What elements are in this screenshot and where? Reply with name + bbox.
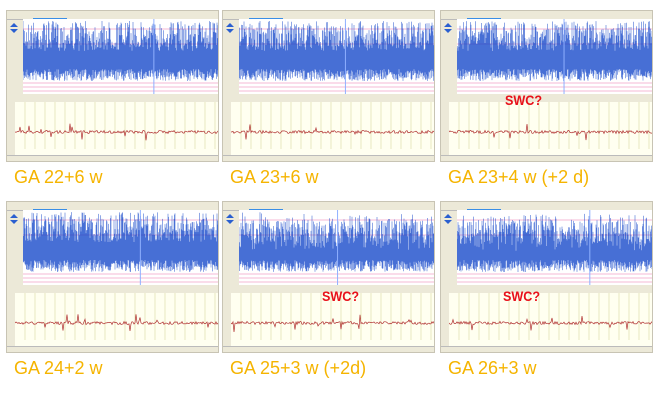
aeeg-plot [239, 19, 434, 94]
eeg-waveform [15, 123, 218, 141]
time-axis [7, 94, 218, 101]
aeeg-plot [23, 210, 218, 285]
eeg-waveform [231, 314, 434, 333]
scroll-down-icon[interactable] [226, 29, 234, 33]
scroll-down-icon[interactable] [10, 29, 18, 33]
eeg-screenshot-panel [222, 10, 435, 162]
aeeg-plot [457, 19, 652, 94]
gestational-age-label: GA 23+6 w [230, 167, 319, 187]
status-bar [7, 155, 218, 161]
gestational-age-label: GA 26+3 w [448, 358, 537, 378]
status-bar [223, 346, 434, 352]
scroll-down-icon[interactable] [444, 29, 452, 33]
aeeg-band [23, 212, 218, 272]
scroll-up-icon[interactable] [444, 214, 452, 218]
raw-eeg-trace [15, 293, 218, 348]
status-bar [7, 346, 218, 352]
aeeg-band [457, 213, 652, 272]
raw-eeg-trace [231, 293, 434, 348]
scroll-up-icon[interactable] [444, 23, 452, 27]
scroll-up-icon[interactable] [226, 214, 234, 218]
time-axis [7, 285, 218, 292]
eeg-waveform [449, 316, 652, 331]
eeg-screenshot-panel [6, 10, 219, 162]
swc-annotation: SWC? [505, 92, 543, 108]
eeg-waveform [15, 314, 218, 331]
aeeg-plot [23, 19, 218, 94]
aeeg-band [23, 21, 218, 81]
swc-annotation: SWC? [503, 288, 541, 304]
scroll-up-icon[interactable] [10, 214, 18, 218]
eeg-screenshot-panel [222, 201, 435, 353]
raw-eeg-trace [15, 102, 218, 157]
aeeg-band [457, 21, 652, 81]
gestational-age-label: GA 22+6 w [14, 167, 103, 187]
status-bar [223, 155, 434, 161]
scroll-up-icon[interactable] [10, 23, 18, 27]
scroll-down-icon[interactable] [226, 220, 234, 224]
eeg-screenshot-panel [440, 201, 653, 353]
aeeg-band [239, 21, 434, 81]
aeeg-band [239, 212, 434, 272]
raw-eeg-trace [449, 102, 652, 157]
eeg-screenshot-panel [440, 10, 653, 162]
scroll-down-icon[interactable] [10, 220, 18, 224]
gestational-age-label: GA 25+3 w (+2d) [230, 358, 367, 378]
time-axis [223, 285, 434, 292]
eeg-screenshot-panel [6, 201, 219, 353]
time-axis [441, 94, 652, 101]
status-bar [441, 346, 652, 352]
raw-eeg-trace [231, 102, 434, 157]
scroll-up-icon[interactable] [226, 23, 234, 27]
swc-annotation: SWC? [322, 288, 360, 304]
time-axis [441, 285, 652, 292]
scroll-down-icon[interactable] [444, 220, 452, 224]
gestational-age-label: GA 24+2 w [14, 358, 103, 378]
gestational-age-label: GA 23+4 w (+2 d) [448, 167, 590, 187]
raw-eeg-trace [449, 293, 652, 348]
time-axis [223, 94, 434, 101]
eeg-waveform [231, 124, 434, 140]
eeg-waveform [449, 123, 652, 141]
aeeg-plot [457, 210, 652, 285]
status-bar [441, 155, 652, 161]
aeeg-plot [239, 210, 434, 285]
